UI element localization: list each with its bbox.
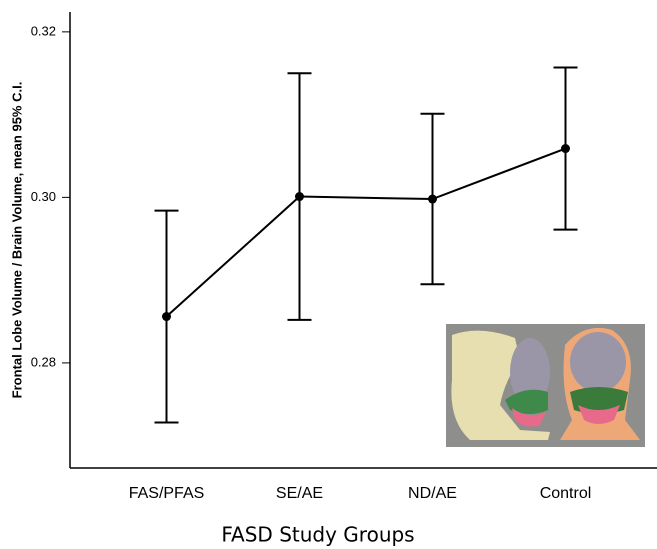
- brain-inset: [446, 324, 645, 447]
- y-tick-label: 0.30: [31, 189, 56, 204]
- x-axis-title: FASD Study Groups: [221, 523, 414, 547]
- x-tick-label: Control: [540, 485, 592, 502]
- mean-point: [162, 312, 171, 321]
- mean-point: [428, 195, 437, 204]
- mean-point: [561, 144, 570, 153]
- x-tick-label: ND/AE: [408, 485, 457, 502]
- mean-line: [167, 149, 566, 317]
- x-tick-label: SE/AE: [276, 485, 323, 502]
- chart: FASD Study Groups Frontal Lobe Volume / …: [0, 0, 657, 549]
- y-tick-label: 0.32: [31, 23, 56, 38]
- mean-point: [295, 192, 304, 201]
- x-tick-label: FAS/PFAS: [129, 485, 205, 502]
- page: FASD Study Groups Frontal Lobe Volume / …: [0, 0, 657, 549]
- y-tick-label: 0.28: [31, 354, 56, 369]
- y-axis-title: Frontal Lobe Volume / Brain Volume, mean…: [9, 82, 24, 399]
